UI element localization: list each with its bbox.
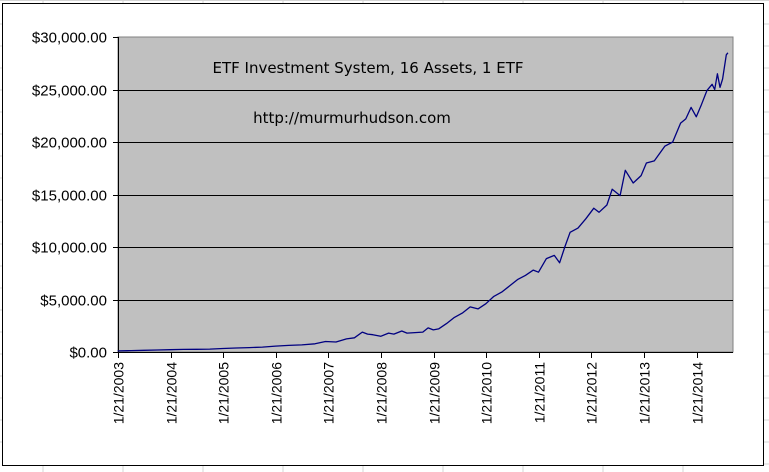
x-tick-label: 1/21/2004 [164, 362, 180, 424]
y-gridlines [118, 90, 733, 301]
chart-title: ETF Investment System, 16 Assets, 1 ETF [212, 59, 523, 77]
x-tick-label: 1/21/2006 [269, 362, 285, 424]
chart-subtitle-url: http://murmurhudson.com [253, 109, 451, 127]
y-tick-label: $0.00 [69, 345, 107, 362]
series-line-etf-investment-system [117, 52, 729, 352]
x-tick-label: 1/21/2003 [111, 362, 127, 424]
y-tick-label: $5,000.00 [40, 293, 107, 310]
y-tick-label: $30,000.00 [32, 30, 107, 47]
y-tick-label: $20,000.00 [32, 135, 107, 152]
x-tick-label: 1/21/2009 [427, 362, 443, 424]
x-tick-label: 1/21/2011 [532, 362, 548, 423]
x-tick-label: 1/21/2005 [216, 362, 232, 424]
x-tick-label: 1/21/2008 [374, 362, 390, 424]
x-tick-label: 1/21/2010 [479, 362, 495, 424]
x-tick-label: 1/21/2013 [637, 362, 653, 424]
x-tick-label: 1/21/2014 [690, 362, 706, 424]
y-axis: $0.00 $5,000.00 $10,000.00 $15,000.00 $20,00… [32, 30, 119, 362]
x-tick-label: 1/21/2007 [321, 362, 337, 424]
x-tick-label: 1/21/2012 [584, 362, 600, 424]
x-axis: 1/21/2003 1/21/2004 1/21/2005 1/21/2006 1/21… [111, 352, 733, 424]
y-tick-label: $15,000.00 [32, 188, 107, 205]
y-tick-label: $25,000.00 [32, 83, 107, 100]
y-tick-label: $10,000.00 [32, 240, 107, 257]
plot-area [117, 36, 734, 353]
